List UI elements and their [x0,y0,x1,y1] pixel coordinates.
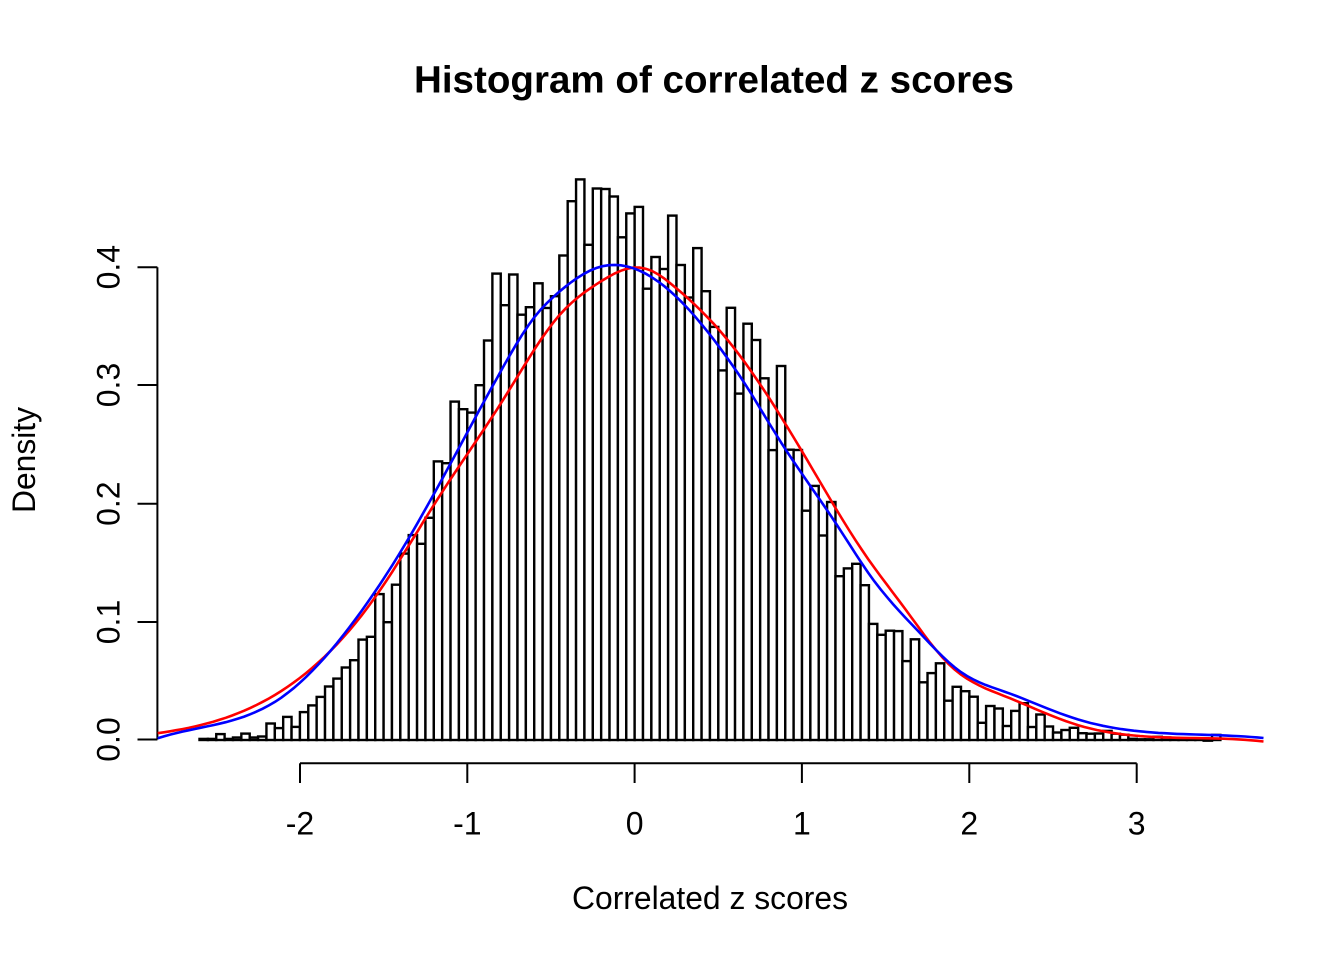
svg-text:0.4: 0.4 [91,245,127,289]
svg-text:1: 1 [793,805,811,841]
svg-text:0.0: 0.0 [91,717,127,761]
svg-text:3: 3 [1128,805,1146,841]
svg-text:0.1: 0.1 [91,600,127,644]
svg-text:0: 0 [626,805,644,841]
svg-text:Density: Density [6,407,42,513]
svg-text:-2: -2 [286,805,314,841]
svg-text:2: 2 [960,805,978,841]
svg-text:Histogram of correlated z scor: Histogram of correlated z scores [414,59,1014,102]
svg-text:0.3: 0.3 [91,363,127,407]
svg-text:0.2: 0.2 [91,481,127,525]
svg-text:Correlated z scores: Correlated z scores [572,880,848,916]
svg-text:-1: -1 [453,805,481,841]
